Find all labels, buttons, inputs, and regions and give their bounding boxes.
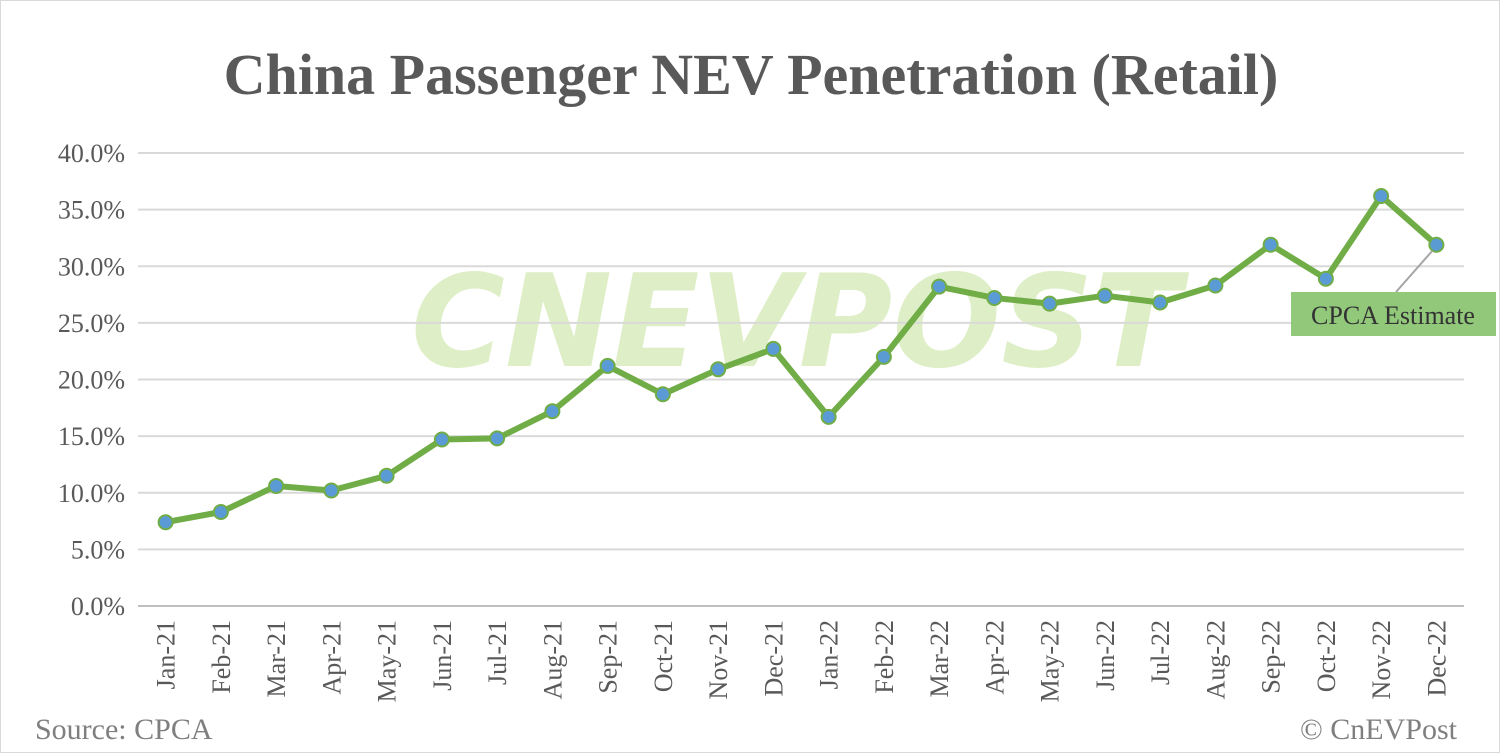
data-point	[268, 477, 285, 494]
x-tick-label: May-22	[1036, 620, 1065, 702]
data-point	[212, 504, 229, 521]
y-tick-label: 5.0%	[71, 535, 125, 564]
x-tick-label: Jan-22	[815, 620, 844, 689]
x-tick-label: Jul-22	[1146, 620, 1175, 685]
series-line	[165, 193, 1439, 526]
x-tick-label: Oct-21	[649, 620, 678, 692]
copyright-note: © CnEVPost	[1300, 713, 1457, 746]
y-tick-label: 10.0%	[58, 479, 125, 508]
data-point	[378, 467, 395, 484]
x-tick-label: Jun-22	[1091, 620, 1120, 691]
x-tick-label: Dec-21	[759, 620, 788, 697]
annotation-box	[1291, 292, 1496, 336]
x-tick-label: Nov-21	[704, 620, 733, 699]
data-point	[599, 357, 616, 374]
x-tick-label: Oct-22	[1312, 620, 1341, 692]
x-tick-label: Feb-22	[870, 620, 899, 694]
annotation-label: CPCA Estimate	[1311, 301, 1475, 330]
source-note: Source: CPCA	[35, 713, 213, 746]
x-tick-label: Dec-22	[1422, 620, 1451, 697]
x-tick-label: Jan-21	[152, 620, 181, 689]
x-tick-label: Jul-21	[483, 620, 512, 685]
x-tick-label: May-21	[373, 620, 402, 702]
x-tick-label: Sep-21	[594, 620, 623, 694]
data-point	[1428, 236, 1445, 253]
data-point	[654, 386, 671, 403]
x-tick-label: Mar-22	[925, 620, 954, 697]
data-point	[765, 340, 782, 357]
data-point	[433, 431, 450, 448]
y-tick-label: 20.0%	[58, 366, 125, 395]
data-point	[1207, 277, 1224, 294]
data-point	[1152, 294, 1169, 311]
y-tick-label: 35.0%	[58, 196, 125, 225]
x-tick-label: Mar-21	[262, 620, 291, 697]
x-tick-label: Apr-21	[317, 620, 346, 695]
data-point	[986, 289, 1003, 306]
data-point	[1096, 287, 1113, 304]
y-tick-label: 30.0%	[58, 252, 125, 281]
x-tick-label: Feb-21	[207, 620, 236, 694]
y-tick-label: 40.0%	[58, 139, 125, 168]
data-point	[1373, 188, 1390, 205]
data-point	[489, 430, 506, 447]
data-point	[820, 408, 837, 425]
y-tick-label: 15.0%	[58, 422, 125, 451]
x-tick-label: Aug-21	[538, 620, 567, 699]
x-tick-label: Jun-21	[428, 620, 457, 691]
y-tick-label: 25.0%	[58, 309, 125, 338]
data-point	[157, 514, 174, 531]
data-point	[323, 482, 340, 499]
annotation-leader-line	[1395, 250, 1434, 293]
data-point	[710, 361, 727, 378]
x-tick-label: Nov-22	[1367, 620, 1396, 699]
data-point	[931, 278, 948, 295]
data-point	[1317, 270, 1334, 287]
x-tick-label: Aug-22	[1201, 620, 1230, 699]
data-point	[1262, 236, 1279, 253]
x-tick-label: Apr-22	[980, 620, 1009, 695]
data-point	[1041, 295, 1058, 312]
data-point	[544, 403, 561, 420]
data-point	[875, 348, 892, 365]
chart-title: China Passenger NEV Penetration (Retail)	[223, 42, 1279, 107]
y-tick-label: 0.0%	[71, 592, 125, 621]
x-tick-label: Sep-22	[1257, 620, 1286, 694]
